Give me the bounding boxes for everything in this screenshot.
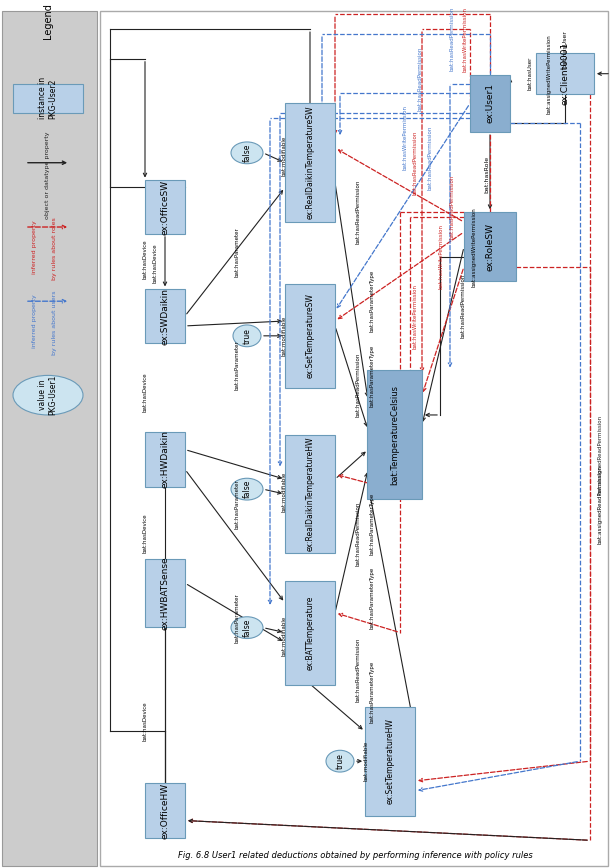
Bar: [365, 707, 415, 816]
Bar: [145, 432, 185, 487]
Text: ex:SetTemperatureSW: ex:SetTemperatureSW: [306, 293, 315, 378]
Text: bat:assignedWritePermission: bat:assignedWritePermission: [546, 34, 552, 114]
Text: bat:hasWritePermission: bat:hasWritePermission: [403, 106, 408, 170]
Text: true: true: [243, 328, 252, 344]
Text: bat:hasDevice: bat:hasDevice: [142, 702, 147, 741]
Text: bat:modifiable: bat:modifiable: [282, 135, 287, 176]
Text: bat:hasParameterType: bat:hasParameterType: [370, 493, 375, 555]
Bar: [285, 103, 335, 222]
Text: bat:hasWritePermission: bat:hasWritePermission: [412, 284, 417, 349]
Text: by rules about users: by rules about users: [53, 291, 57, 355]
Text: bat:hasDevice: bat:hasDevice: [142, 514, 147, 554]
Text: ex:SWDaikin: ex:SWDaikin: [161, 287, 169, 345]
Text: bat:modifiable: bat:modifiable: [282, 316, 287, 356]
Text: Legend: Legend: [43, 3, 53, 39]
Bar: [100, 11, 608, 866]
Bar: [145, 784, 185, 838]
Text: bat:hasReadPermission: bat:hasReadPermission: [450, 7, 455, 71]
Text: ex:RealDaikinTemperatureSW: ex:RealDaikinTemperatureSW: [306, 106, 315, 220]
Text: bat:assignedReadPermission: bat:assignedReadPermission: [598, 464, 602, 543]
Bar: [2, 11, 97, 866]
Text: bat:modifiable: bat:modifiable: [282, 615, 287, 655]
Bar: [145, 180, 185, 234]
Text: object or datatype property: object or datatype property: [45, 132, 51, 220]
Ellipse shape: [13, 375, 83, 415]
Bar: [145, 289, 185, 343]
Text: bat:hasWritePermission: bat:hasWritePermission: [439, 224, 444, 289]
Text: false: false: [243, 143, 252, 162]
Text: Fig. 6.8 User1 related deductions obtained by performing inference with policy r: Fig. 6.8 User1 related deductions obtain…: [178, 851, 532, 859]
Text: bat:hasParameterType: bat:hasParameterType: [370, 661, 375, 723]
Bar: [145, 559, 185, 627]
Text: bat:hasParameter: bat:hasParameter: [235, 340, 240, 391]
Bar: [470, 75, 510, 132]
Text: bat:hasReadPermission: bat:hasReadPermission: [428, 126, 433, 190]
Text: bat:modifiable: bat:modifiable: [364, 741, 368, 781]
Text: bat:modifiable: bat:modifiable: [282, 472, 287, 512]
Text: bat:hasRole: bat:hasRole: [485, 156, 489, 194]
Bar: [367, 371, 422, 499]
Bar: [536, 53, 594, 95]
Text: bat:hasReadPermission: bat:hasReadPermission: [461, 274, 466, 339]
Text: bat:hasReadPermission: bat:hasReadPermission: [356, 502, 360, 566]
Text: bat:hasReadPermission: bat:hasReadPermission: [412, 130, 417, 195]
Bar: [285, 435, 335, 554]
Text: bat:hasReadPermission: bat:hasReadPermission: [450, 175, 455, 240]
Text: bat:hasReadPermission: bat:hasReadPermission: [356, 638, 360, 702]
Ellipse shape: [233, 325, 261, 346]
Text: false: false: [243, 480, 252, 498]
Text: ex:OfficeSW: ex:OfficeSW: [161, 180, 169, 235]
Text: bat:hasUser: bat:hasUser: [563, 30, 568, 68]
Text: by rules about roles: by rules about roles: [53, 217, 57, 280]
Text: false: false: [243, 618, 252, 637]
Text: bat:assignedReadPermission: bat:assignedReadPermission: [598, 415, 602, 494]
Text: inferred property: inferred property: [32, 294, 37, 348]
Text: ex:Client0001: ex:Client0001: [560, 42, 569, 105]
Text: bat:hasDevice: bat:hasDevice: [153, 244, 158, 284]
Text: bat:hasParameter: bat:hasParameter: [235, 593, 240, 642]
Text: value in
PKG-User1: value in PKG-User1: [38, 375, 57, 416]
Text: bat:hasParameterType: bat:hasParameterType: [370, 270, 375, 332]
Text: bat:hasWritePermission: bat:hasWritePermission: [463, 7, 467, 71]
Text: bat:TemperatureCelsius: bat:TemperatureCelsius: [390, 385, 400, 484]
Text: ex:User1: ex:User1: [486, 83, 494, 123]
Bar: [464, 212, 516, 281]
Text: instance in
PKG-User2: instance in PKG-User2: [38, 77, 57, 120]
Bar: [285, 284, 335, 388]
Text: ex:HWBATSense: ex:HWBATSense: [161, 556, 169, 630]
Text: bat:hasDevice: bat:hasDevice: [142, 372, 147, 412]
Ellipse shape: [231, 478, 263, 500]
Text: bat:hasReadPermission: bat:hasReadPermission: [417, 47, 422, 111]
Text: bat:hasParameterType: bat:hasParameterType: [370, 345, 375, 406]
Text: ex:HWDaikin: ex:HWDaikin: [161, 431, 169, 489]
Bar: [13, 83, 83, 113]
Text: ex:SetTemperatureHW: ex:SetTemperatureHW: [386, 718, 395, 804]
Text: bat:hasParameter: bat:hasParameter: [235, 227, 240, 277]
Text: inferred property: inferred property: [32, 220, 37, 273]
Text: ex:RoleSW: ex:RoleSW: [486, 223, 494, 271]
Text: bat:assignedWritePermission: bat:assignedWritePermission: [472, 207, 477, 286]
Ellipse shape: [326, 750, 354, 772]
Bar: [285, 581, 335, 685]
Text: bat:hasUser: bat:hasUser: [527, 57, 533, 90]
Text: ex:BATTemperature: ex:BATTemperature: [306, 595, 315, 670]
Text: true: true: [335, 753, 345, 769]
Text: bat:hasParameter: bat:hasParameter: [235, 479, 240, 529]
Text: ex:OfficeHW: ex:OfficeHW: [161, 783, 169, 838]
Text: bat:hasReadPermission: bat:hasReadPermission: [356, 353, 360, 418]
Ellipse shape: [231, 617, 263, 639]
Text: bat:hasDevice: bat:hasDevice: [142, 240, 147, 279]
Ellipse shape: [231, 142, 263, 164]
Text: bat:hasReadPermission: bat:hasReadPermission: [356, 180, 360, 245]
Text: bat:hasParameterType: bat:hasParameterType: [370, 567, 375, 629]
Text: ex:RealDaikinTemperatureHW: ex:RealDaikinTemperatureHW: [306, 437, 315, 551]
